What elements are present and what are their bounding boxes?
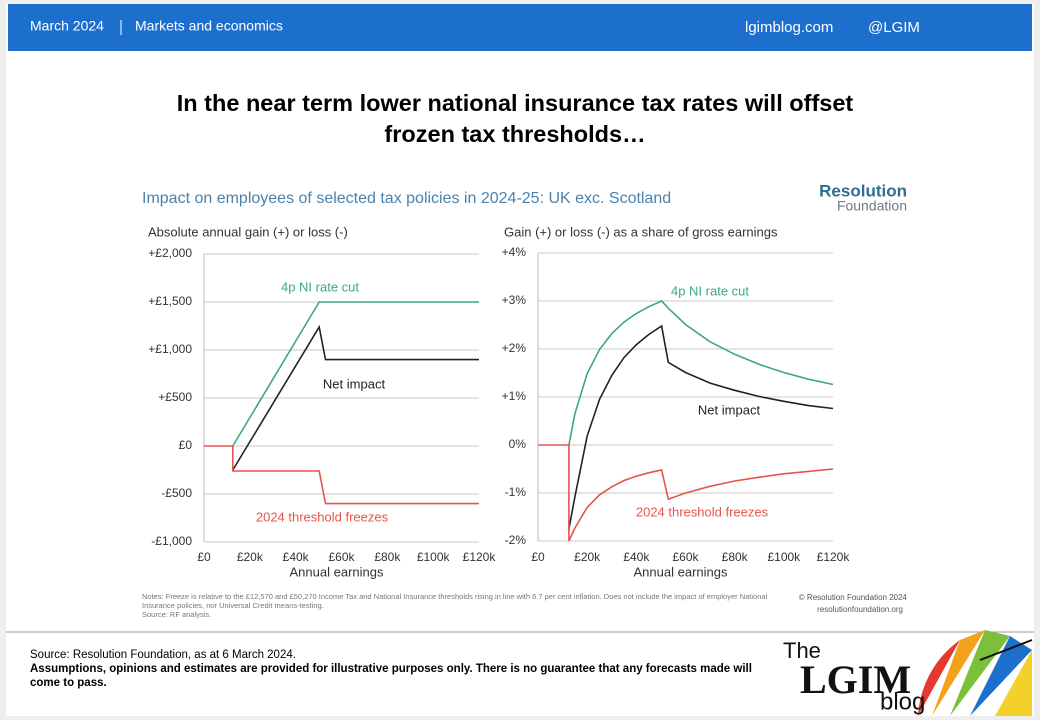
x-axis-title: Annual earnings bbox=[634, 564, 728, 579]
x-tick-label: £40k bbox=[283, 550, 310, 564]
logo-post: blog bbox=[880, 688, 925, 715]
umbrella-wedge bbox=[918, 640, 960, 716]
y-tick-label: £0 bbox=[179, 438, 193, 452]
x-tick-label: £0 bbox=[197, 550, 211, 564]
series-label: 2024 threshold freezes bbox=[256, 509, 389, 524]
x-tick-label: £60k bbox=[328, 550, 355, 564]
umbrella-wedge bbox=[970, 636, 1032, 716]
x-tick-label: £120k bbox=[463, 550, 497, 564]
y-tick-label: +4% bbox=[502, 245, 527, 259]
x-tick-label: £60k bbox=[672, 550, 699, 564]
header-section: Markets and economics bbox=[135, 18, 283, 34]
umbrella-handle bbox=[979, 639, 1033, 661]
notes-source: Source: RF analysis. bbox=[142, 610, 212, 619]
header-site[interactable]: lgimblog.com bbox=[745, 19, 833, 36]
series-line bbox=[204, 445, 479, 505]
umbrella bbox=[918, 630, 1033, 716]
notes-text: Notes: Freeze is relative to the £12,570… bbox=[142, 592, 768, 610]
x-tick-label: £100k bbox=[417, 550, 451, 564]
x-tick-label: £40k bbox=[623, 550, 650, 564]
y-axis-title: Absolute annual gain (+) or loss (-) bbox=[148, 224, 348, 239]
x-tick-label: £80k bbox=[374, 550, 401, 564]
x-tick-label: £20k bbox=[237, 550, 264, 564]
y-tick-label: +£1,500 bbox=[148, 294, 192, 308]
y-tick-label: +£2,000 bbox=[148, 246, 192, 260]
series-label: 4p NI rate cut bbox=[281, 279, 359, 294]
series-label: Net impact bbox=[323, 376, 386, 391]
series-line bbox=[568, 300, 834, 446]
y-tick-label: +£1,000 bbox=[148, 342, 192, 356]
umbrella-wedge bbox=[950, 630, 1010, 716]
figure-title: Impact on employees of selected tax poli… bbox=[142, 190, 671, 207]
brand-bottom: Foundation bbox=[837, 198, 907, 214]
x-axis-title: Annual earnings bbox=[290, 564, 384, 579]
y-tick-label: -1% bbox=[505, 485, 527, 499]
figure-copyright: © Resolution Foundation 2024 bbox=[799, 593, 908, 602]
umbrella-wedge bbox=[995, 650, 1032, 716]
header-handle[interactable]: @LGIM bbox=[868, 19, 920, 36]
series-label: Net impact bbox=[698, 402, 761, 417]
footer: Source: Resolution Foundation, as at 6 M… bbox=[30, 648, 770, 690]
x-tick-label: £80k bbox=[722, 550, 749, 564]
series-line bbox=[538, 444, 834, 542]
footer-disclaimer: Assumptions, opinions and estimates are … bbox=[30, 663, 752, 689]
y-tick-label: -£1,000 bbox=[151, 534, 192, 548]
umbrella-wedge bbox=[932, 630, 985, 716]
series-line bbox=[568, 324, 834, 530]
y-tick-label: +1% bbox=[502, 389, 527, 403]
figure-notes: Notes: Freeze is relative to the £12,570… bbox=[142, 592, 777, 619]
figure-url: resolutionfoundation.org bbox=[817, 605, 903, 614]
logo-name: LGIM bbox=[800, 657, 911, 702]
slide-bg bbox=[6, 4, 1034, 716]
y-tick-label: -2% bbox=[505, 533, 527, 547]
x-tick-label: £20k bbox=[574, 550, 601, 564]
y-tick-label: -£500 bbox=[161, 486, 192, 500]
series-label: 2024 threshold freezes bbox=[636, 504, 769, 519]
brand-top: Resolution bbox=[819, 181, 907, 200]
x-tick-label: £100k bbox=[767, 550, 801, 564]
series-label: 4p NI rate cut bbox=[671, 283, 749, 298]
series-line bbox=[232, 324, 479, 471]
y-tick-label: +3% bbox=[502, 293, 527, 307]
y-tick-label: +2% bbox=[502, 341, 527, 355]
header-bar bbox=[8, 4, 1032, 51]
slide-title: In the near term lower national insuranc… bbox=[176, 90, 854, 147]
x-tick-label: £120k bbox=[817, 550, 851, 564]
series-line bbox=[232, 301, 479, 447]
x-tick-label: £0 bbox=[531, 550, 545, 564]
logo-pre: The bbox=[783, 638, 821, 663]
footer-source: Source: Resolution Foundation, as at 6 M… bbox=[30, 649, 296, 661]
y-tick-label: 0% bbox=[509, 437, 527, 451]
y-tick-label: +£500 bbox=[158, 390, 192, 404]
y-axis-title: Gain (+) or loss (-) as a share of gross… bbox=[504, 224, 778, 239]
header-date: March 2024 bbox=[30, 18, 104, 34]
